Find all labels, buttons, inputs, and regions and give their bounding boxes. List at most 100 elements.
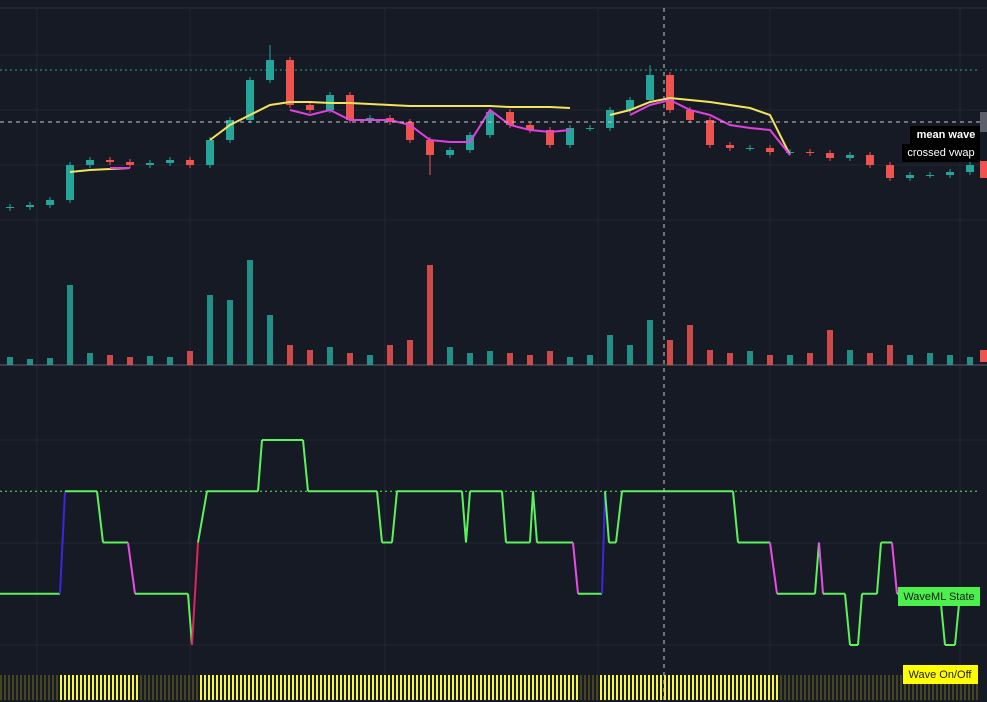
- volume-bar: [347, 353, 353, 365]
- state-segment: [529, 491, 534, 543]
- wave-state-cell: [540, 675, 560, 700]
- candle-body: [26, 205, 34, 207]
- candle-body: [506, 112, 514, 125]
- wave-state-cell: [360, 675, 380, 700]
- wave-state-cell: [100, 675, 120, 700]
- volume-bar: [547, 351, 553, 365]
- wave-state-cell: [640, 675, 660, 700]
- candle-body: [166, 160, 174, 163]
- candle-body: [766, 148, 774, 152]
- wave-state-cell: [440, 675, 460, 700]
- wave-state-cell: [220, 675, 240, 700]
- volume-bar: [727, 353, 733, 365]
- volume-bar: [7, 357, 13, 365]
- volume-bar: [447, 347, 453, 365]
- wave-state-cell: [240, 675, 260, 700]
- candle-body: [246, 80, 254, 120]
- pane-label: Wave On/Off: [909, 669, 973, 681]
- wave-state-cell: [320, 675, 340, 700]
- volume-bar: [747, 351, 753, 365]
- candle-body: [146, 163, 154, 165]
- price-marker: [980, 161, 987, 178]
- candle-body: [686, 110, 694, 120]
- wave-state-cell: [820, 675, 840, 700]
- state-segment: [187, 593, 193, 646]
- candle-body: [566, 128, 574, 145]
- candle-body: [106, 160, 114, 162]
- candle-body: [866, 155, 874, 165]
- state-segment: [814, 542, 820, 594]
- state-segment: [601, 491, 606, 594]
- volume-bar: [307, 350, 313, 365]
- volume-bar: [707, 350, 713, 365]
- volume-bar: [947, 355, 953, 365]
- candle-body: [446, 150, 454, 155]
- candle-body: [646, 75, 654, 100]
- candle-body: [786, 152, 794, 153]
- wave-state-cell: [260, 675, 280, 700]
- volume-bar: [267, 315, 273, 365]
- volume-bar: [527, 355, 533, 365]
- wave-state-cell: [180, 675, 200, 700]
- candle-body: [666, 75, 674, 110]
- wave-state-cell: [40, 675, 60, 700]
- indicator-line: [209, 101, 571, 141]
- state-segment: [857, 593, 863, 646]
- candle-body: [86, 160, 94, 165]
- state-segment: [461, 491, 467, 543]
- state-segment: [197, 491, 208, 543]
- candle-body: [846, 155, 854, 158]
- wave-state-cell: [560, 675, 580, 700]
- volume-bar: [667, 340, 673, 365]
- volume-bar: [567, 357, 573, 365]
- candle-body: [946, 172, 954, 175]
- volume-bar: [907, 355, 913, 365]
- volume-bar: [807, 353, 813, 365]
- wave-state-cell: [800, 675, 820, 700]
- candle-body: [966, 165, 974, 172]
- volume-bar: [427, 265, 433, 365]
- state-segment: [501, 491, 507, 543]
- candle-body: [906, 175, 914, 178]
- wave-state-cell: [620, 675, 640, 700]
- wave-state-cell: [860, 675, 880, 700]
- state-segment: [391, 491, 398, 543]
- state-segment: [302, 439, 309, 492]
- candle-body: [66, 165, 74, 200]
- state-segment: [257, 439, 263, 492]
- volume-bar: [27, 359, 33, 365]
- candle-body: [226, 120, 234, 140]
- indicator-line: [629, 98, 791, 156]
- volume-bar: [887, 345, 893, 365]
- volume-bar: [207, 295, 213, 365]
- wave-state-cell: [460, 675, 480, 700]
- wave-state-cell: [120, 675, 140, 700]
- volume-bar: [167, 357, 173, 365]
- state-segment: [615, 491, 623, 543]
- annotation-box: [902, 144, 980, 162]
- annotation: crossed vwap: [907, 147, 974, 159]
- pane-label: WaveML State: [903, 591, 974, 603]
- plot-layer: [0, 45, 980, 700]
- volume-bar: [487, 351, 493, 365]
- wave-state-cell: [280, 675, 300, 700]
- volume-bar: [247, 260, 253, 365]
- volume-bar: [47, 358, 53, 365]
- volume-bar: [107, 355, 113, 365]
- state-segment: [127, 542, 136, 594]
- volume-bar: [507, 353, 513, 365]
- state-segment: [59, 491, 66, 594]
- wave-state-cell: [580, 675, 600, 700]
- candle-body: [886, 165, 894, 178]
- candle-body: [706, 120, 714, 145]
- candle-body: [826, 153, 834, 158]
- volume-bar: [827, 330, 833, 365]
- wave-state-cell: [740, 675, 760, 700]
- candle-body: [406, 122, 414, 140]
- candle-body: [126, 162, 134, 165]
- state-segment: [732, 491, 739, 543]
- candle-body: [526, 125, 534, 130]
- label-box: [903, 665, 978, 684]
- candle-body: [6, 207, 14, 208]
